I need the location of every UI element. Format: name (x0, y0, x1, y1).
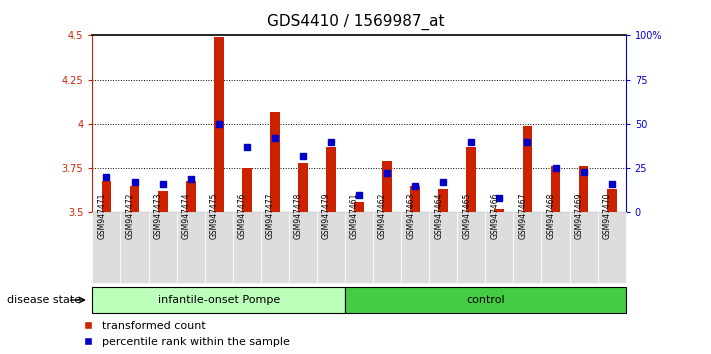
Text: GSM947463: GSM947463 (406, 193, 415, 239)
Text: GSM947476: GSM947476 (237, 193, 247, 239)
Bar (242, 168, 252, 212)
Text: GSM947461: GSM947461 (350, 193, 359, 239)
Text: GSM947473: GSM947473 (154, 193, 163, 239)
Legend: transformed count, percentile rank within the sample: transformed count, percentile rank withi… (84, 321, 289, 347)
Bar (523, 126, 533, 212)
Text: disease state: disease state (7, 295, 81, 305)
Text: GDS4410 / 1569987_at: GDS4410 / 1569987_at (267, 14, 444, 30)
Text: GSM947465: GSM947465 (462, 193, 471, 239)
Text: GSM947472: GSM947472 (126, 193, 134, 239)
Text: GSM947470: GSM947470 (603, 193, 611, 239)
Text: GSM947474: GSM947474 (181, 193, 191, 239)
Text: GSM947477: GSM947477 (266, 193, 275, 239)
Bar (579, 166, 589, 212)
Text: infantile-onset Pompe: infantile-onset Pompe (158, 295, 280, 305)
Bar (550, 166, 560, 212)
Bar (158, 191, 168, 212)
Text: GSM947464: GSM947464 (434, 193, 443, 239)
Bar (102, 181, 112, 212)
Text: GSM947479: GSM947479 (322, 193, 331, 239)
Bar (410, 186, 420, 212)
Bar (326, 147, 336, 212)
Text: GSM947462: GSM947462 (378, 193, 387, 239)
Bar (270, 112, 279, 212)
Bar (298, 163, 308, 212)
Text: GSM947467: GSM947467 (518, 193, 528, 239)
Bar (606, 189, 616, 212)
Bar (466, 147, 476, 212)
Text: GSM947469: GSM947469 (574, 193, 584, 239)
Bar (383, 161, 392, 212)
Bar (439, 189, 448, 212)
Text: GSM947471: GSM947471 (97, 193, 107, 239)
Bar (214, 37, 224, 212)
Text: control: control (466, 295, 505, 305)
Text: GSM947475: GSM947475 (210, 193, 219, 239)
Text: GSM947478: GSM947478 (294, 193, 303, 239)
Text: GSM947466: GSM947466 (491, 193, 499, 239)
Bar (129, 186, 139, 212)
Bar (186, 181, 196, 212)
Bar (354, 202, 364, 212)
Bar (494, 209, 504, 212)
Text: GSM947468: GSM947468 (547, 193, 555, 239)
